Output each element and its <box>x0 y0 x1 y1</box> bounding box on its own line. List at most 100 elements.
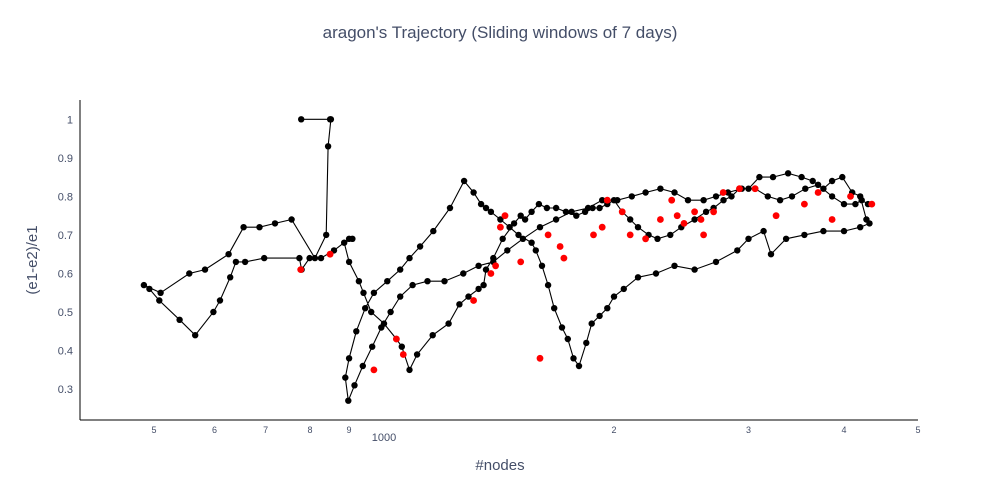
data-point <box>840 200 848 208</box>
data-point <box>568 208 575 215</box>
data-point <box>510 220 518 227</box>
data-point <box>355 278 363 285</box>
data-point <box>369 343 376 350</box>
highlight-point <box>603 196 611 204</box>
data-point <box>820 227 827 235</box>
data-point <box>397 266 404 273</box>
highlight-point <box>680 220 688 227</box>
highlight-point <box>691 208 698 216</box>
data-point <box>368 308 375 316</box>
data-point <box>477 200 485 208</box>
data-point <box>671 262 678 269</box>
data-point <box>519 235 527 242</box>
highlight-point <box>560 254 568 262</box>
x-minor-tick-label: 8 <box>307 425 312 435</box>
data-point <box>769 173 777 181</box>
data-point <box>140 281 148 289</box>
data-point <box>384 278 391 285</box>
highlight-point <box>393 335 400 343</box>
data-point <box>186 270 193 277</box>
data-point <box>487 208 495 215</box>
y-tick-label: 0.7 <box>58 230 73 242</box>
data-point <box>628 193 635 200</box>
data-point <box>745 235 752 242</box>
data-point <box>460 270 467 277</box>
highlight-point <box>370 366 378 374</box>
highlight-point <box>801 200 808 208</box>
data-point <box>406 366 413 374</box>
data-point <box>552 204 560 212</box>
series-line-0 <box>143 118 871 403</box>
data-point <box>482 204 490 212</box>
data-point <box>820 185 827 192</box>
data-point <box>441 278 448 285</box>
data-point <box>201 266 209 273</box>
highlight-point <box>492 262 499 270</box>
data-point <box>788 193 796 200</box>
y-tick-label: 0.8 <box>58 191 73 203</box>
data-point <box>311 254 319 262</box>
data-point <box>378 324 385 331</box>
data-point <box>801 231 808 239</box>
data-point <box>764 193 771 200</box>
data-point <box>521 216 529 223</box>
data-point <box>429 332 436 339</box>
data-point <box>482 266 490 273</box>
data-point <box>506 224 513 231</box>
data-point <box>146 285 153 293</box>
data-point <box>558 324 566 331</box>
data-point <box>398 343 405 350</box>
data-point <box>767 251 775 258</box>
x-axis-label: #nodes <box>475 457 524 474</box>
data-point <box>589 204 596 212</box>
data-point <box>470 189 477 196</box>
data-point <box>782 235 790 242</box>
data-point <box>852 200 859 208</box>
data-point <box>620 285 627 293</box>
data-point <box>456 301 463 308</box>
x-minor-tick-label: 4 <box>841 425 846 435</box>
y-tick-label: 0.3 <box>58 384 73 396</box>
highlight-point <box>399 351 407 358</box>
data-point <box>430 227 437 235</box>
data-point <box>342 374 349 381</box>
data-point <box>691 266 698 273</box>
data-point <box>323 231 330 239</box>
x-minor-tick-label: 9 <box>347 425 352 435</box>
data-point <box>614 197 621 204</box>
data-point <box>596 204 603 212</box>
x-minor-tick-label: 7 <box>263 425 268 435</box>
highlight-point <box>598 223 606 231</box>
data-point <box>465 293 472 300</box>
data-point <box>552 216 560 223</box>
data-point <box>241 258 249 266</box>
x-minor-tick-label: 2 <box>611 425 616 435</box>
data-point <box>528 208 535 215</box>
data-point <box>575 362 583 370</box>
data-point <box>446 204 454 212</box>
x-major-tick-label: 1000 <box>372 432 396 444</box>
data-point <box>657 185 664 192</box>
data-point <box>604 305 611 312</box>
highlight-point <box>618 208 626 216</box>
data-point <box>475 285 482 293</box>
data-point <box>756 173 763 181</box>
highlight-point <box>673 212 681 220</box>
highlight-point <box>642 235 649 243</box>
data-point <box>564 335 571 343</box>
highlight-point <box>626 231 634 239</box>
data-point <box>652 270 660 277</box>
chart-title: aragon's Trajectory (Sliding windows of … <box>323 23 678 42</box>
data-point <box>584 204 592 212</box>
data-point <box>551 305 558 312</box>
highlight-point <box>497 223 504 231</box>
highlight-point <box>556 243 564 250</box>
x-minor-tick-label: 5 <box>152 425 157 435</box>
data-point <box>480 281 487 289</box>
data-point <box>359 362 366 370</box>
data-point <box>210 308 217 316</box>
data-point <box>809 177 816 185</box>
data-point <box>596 312 603 320</box>
data-point <box>667 231 674 239</box>
